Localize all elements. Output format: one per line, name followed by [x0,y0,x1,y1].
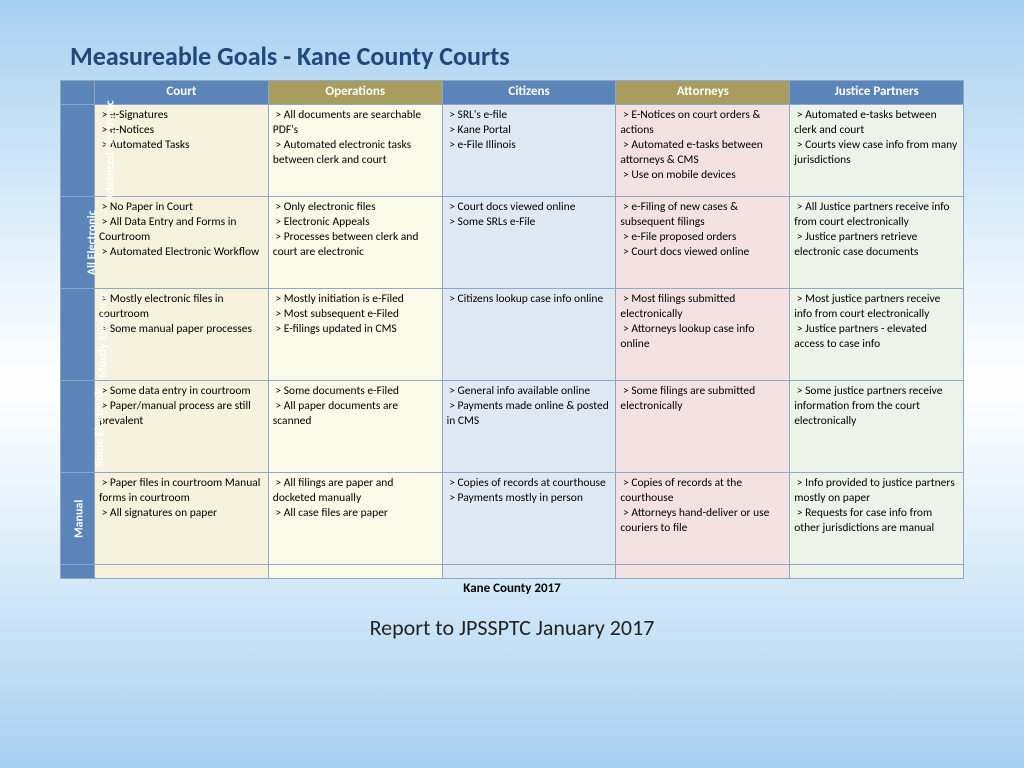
matrix-cell: > Some justice partners receive informat… [790,380,964,472]
matrix-cell: > All filings are paper and docketed man… [268,472,442,564]
row-header: Manual [61,472,95,564]
matrix-cell: > SRL's e-file > Kane Portal > e-File Il… [442,104,616,196]
matrix-cell: > No Paper in Court > All Data Entry and… [95,196,269,288]
report-subtitle: Report to JPSSPTC January 2017 [60,614,964,641]
matrix-cell: > Info provided to justice partners most… [790,472,964,564]
matrix-cell: > Copies of records at courthouse > Paym… [442,472,616,564]
column-header: Court [95,81,269,105]
row-header: Mostly Electronic [61,288,95,380]
matrix-cell: > e-Signatures > e-Notices > Automated T… [95,104,269,196]
matrix-cell: > Court docs viewed online > Some SRLs e… [442,196,616,288]
column-header: Citizens [442,81,616,105]
matrix-cell: > Only electronic files > Electronic App… [268,196,442,288]
column-header: Operations [268,81,442,105]
table-caption: Kane County 2017 [60,581,964,596]
matrix-cell: > All documents are searchable PDF's > A… [268,104,442,196]
matrix-cell: > e-Filing of new cases & subsequent fil… [616,196,790,288]
matrix-cell: > Mostly electronic files in courtroom >… [95,288,269,380]
row-header: All Electronic [61,196,95,288]
corner-cell [61,81,95,105]
matrix-cell: > Paper files in courtroom Manual forms … [95,472,269,564]
matrix-cell: > All Justice partners receive info from… [790,196,964,288]
matrix-cell: > Mostly initiation is e-Filed > Most su… [268,288,442,380]
matrix-cell: > Some data entry in courtroom > Paper/m… [95,380,269,472]
matrix-cell: > Some documents e-Filed > All paper doc… [268,380,442,472]
column-header: Attorneys [616,81,790,105]
row-header: Advanced Electronic [61,104,95,196]
matrix-cell: > Copies of records at the courthouse > … [616,472,790,564]
matrix-cell: > Most justice partners receive info fro… [790,288,964,380]
matrix-cell: > Citizens lookup case info online [442,288,616,380]
column-header: Justice Partners [790,81,964,105]
matrix-cell: > Automated e-tasks between clerk and co… [790,104,964,196]
matrix-cell: > Most filings submitted electronically … [616,288,790,380]
matrix-cell: > E-Notices on court orders & actions > … [616,104,790,196]
page-title: Measureable Goals - Kane County Courts [70,40,964,72]
matrix-cell: > General info available online > Paymen… [442,380,616,472]
row-header: Some Electronic [61,380,95,472]
goals-matrix: CourtOperationsCitizensAttorneysJustice … [60,80,964,579]
matrix-cell: > Some filings are submitted electronica… [616,380,790,472]
